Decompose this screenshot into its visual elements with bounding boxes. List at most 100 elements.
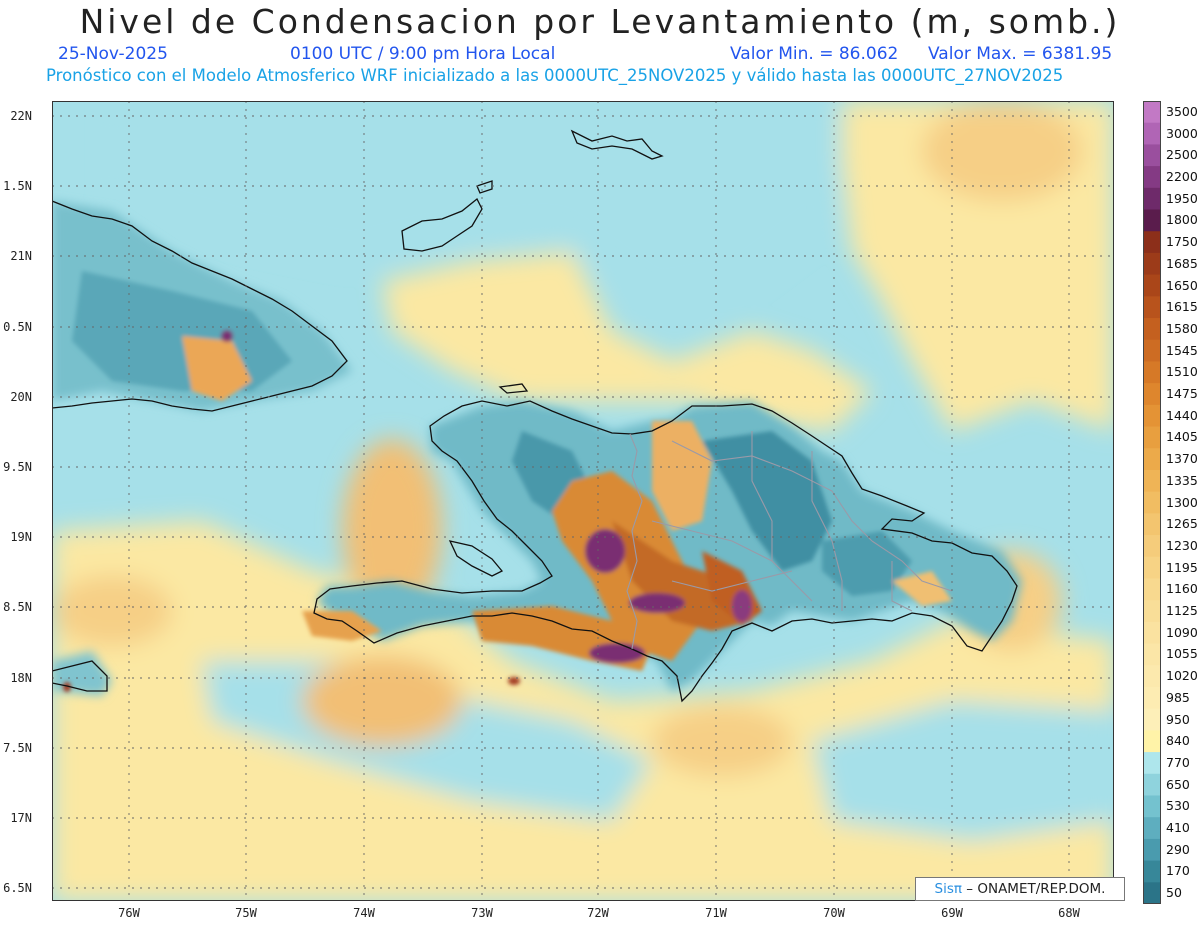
colorbar-label: 985 bbox=[1166, 689, 1190, 705]
colorbar-swatch bbox=[1143, 752, 1161, 775]
colorbar-label: 1750 bbox=[1166, 234, 1198, 250]
forecast-info: Pronóstico con el Modelo Atmosferico WRF… bbox=[46, 66, 1064, 85]
mountain-orange-7 bbox=[892, 571, 952, 606]
colorbar-swatch bbox=[1143, 361, 1161, 384]
colorbar-swatch bbox=[1143, 404, 1161, 428]
border-haiti-dr bbox=[626, 433, 643, 650]
mountain-orange-6 bbox=[302, 611, 382, 641]
colorbar-swatch bbox=[1143, 252, 1161, 276]
colorbar-label: 1160 bbox=[1166, 581, 1198, 597]
lon-label: 73W bbox=[471, 906, 493, 920]
province-line-3 bbox=[751, 431, 773, 561]
colorbar-swatch bbox=[1143, 383, 1161, 406]
colorbar-label: 290 bbox=[1166, 841, 1190, 857]
colorbar-swatch bbox=[1143, 860, 1161, 883]
max-value: Valor Max. = 6381.95 bbox=[928, 44, 1113, 64]
colorbar-label: 410 bbox=[1166, 820, 1190, 835]
colorbar-swatch bbox=[1143, 122, 1161, 145]
colorbar bbox=[1143, 101, 1161, 904]
lon-label: 69W bbox=[941, 906, 963, 920]
credit-text: – ONAMET/REP.DOM. bbox=[966, 881, 1106, 897]
colorbar-label: 1545 bbox=[1166, 342, 1198, 358]
sispi-logo: Sisπ bbox=[934, 881, 962, 897]
colorbar-label: 1090 bbox=[1166, 624, 1198, 640]
colorbar-label: 1195 bbox=[1166, 559, 1198, 575]
colorbar-label: 1510 bbox=[1166, 364, 1198, 380]
peak-red-2 bbox=[63, 682, 71, 692]
colorbar-swatch bbox=[1143, 838, 1161, 862]
colorbar-label: 840 bbox=[1166, 733, 1190, 749]
coast-gonave bbox=[448, 540, 504, 577]
colorbar-swatch bbox=[1143, 600, 1161, 623]
yellow-band-far-south bbox=[52, 761, 1114, 901]
colorbar-swatch bbox=[1143, 578, 1161, 601]
peak-red-1 bbox=[508, 677, 520, 685]
colorbar-swatch bbox=[1143, 535, 1161, 558]
colorbar-swatch bbox=[1143, 491, 1161, 514]
lat-label: 22N bbox=[10, 109, 32, 123]
mountain-orange-4 bbox=[652, 421, 712, 531]
colorbar-swatch bbox=[1143, 144, 1161, 167]
colorbar-swatch bbox=[1143, 231, 1161, 254]
colorbar-label: 1475 bbox=[1166, 386, 1198, 401]
colorbar-swatch bbox=[1143, 556, 1161, 580]
coast-inagua bbox=[401, 197, 483, 252]
colorbar-swatch bbox=[1143, 274, 1161, 297]
colorbar-label: 1055 bbox=[1166, 646, 1198, 662]
coast-caicos bbox=[570, 129, 664, 160]
province-line-7 bbox=[891, 561, 913, 612]
colorbar-swatch bbox=[1143, 101, 1161, 124]
colorbar-swatch bbox=[1143, 166, 1161, 189]
province-line-1 bbox=[671, 440, 873, 542]
lon-label: 75W bbox=[235, 906, 257, 920]
colorbar-label: 1685 bbox=[1166, 255, 1198, 271]
lon-label: 71W bbox=[705, 906, 727, 920]
colorbar-label: 1020 bbox=[1166, 668, 1198, 684]
lat-label: 9.5N bbox=[3, 460, 32, 474]
colorbar-label: 3500 bbox=[1166, 103, 1198, 119]
colorbar-label: 170 bbox=[1166, 863, 1190, 879]
colorbar-label: 950 bbox=[1166, 711, 1190, 727]
colorbar-swatch bbox=[1143, 469, 1161, 493]
peak-purple-4 bbox=[732, 590, 752, 622]
colorbar-swatch bbox=[1143, 209, 1161, 232]
colorbar-label: 1405 bbox=[1166, 429, 1198, 445]
colorbar-label: 1440 bbox=[1166, 407, 1198, 423]
colorbar-swatch bbox=[1143, 686, 1161, 710]
colorbar-swatch bbox=[1143, 773, 1161, 797]
peak-purple-1 bbox=[585, 529, 625, 573]
colorbar-swatch bbox=[1143, 882, 1161, 904]
colorbar-label: 1300 bbox=[1166, 494, 1198, 510]
colorbar-label: 1230 bbox=[1166, 537, 1198, 553]
teal-core-1 bbox=[702, 431, 832, 571]
coast-jamaica bbox=[52, 660, 108, 692]
lat-label: 6.5N bbox=[3, 881, 32, 895]
colorbar-swatch bbox=[1143, 339, 1161, 363]
lon-label: 72W bbox=[587, 906, 609, 920]
colorbar-label: 1800 bbox=[1166, 212, 1198, 228]
province-line-2 bbox=[651, 520, 813, 602]
colorbar-label: 1650 bbox=[1166, 277, 1198, 293]
lat-label: 19N bbox=[10, 530, 32, 544]
colorbar-label: 1950 bbox=[1166, 190, 1198, 206]
lon-label: 70W bbox=[823, 906, 845, 920]
min-value: Valor Min. = 86.062 bbox=[730, 44, 899, 64]
colorbar-swatch bbox=[1143, 318, 1161, 341]
lon-label: 76W bbox=[118, 906, 140, 920]
colorbar-swatch bbox=[1143, 665, 1161, 688]
lat-label: 7.5N bbox=[3, 741, 32, 755]
peak-purple-3 bbox=[589, 643, 645, 663]
colorbar-swatch bbox=[1143, 730, 1161, 753]
colorbar-label: 2200 bbox=[1166, 169, 1198, 184]
map-panel bbox=[52, 101, 1114, 901]
colorbar-label: 50 bbox=[1166, 885, 1182, 901]
map-title: Nivel de Condensacion por Levantamiento … bbox=[79, 2, 1121, 41]
colorbar-swatch bbox=[1143, 643, 1161, 666]
colorbar-swatch bbox=[1143, 448, 1161, 471]
coast-hispaniola bbox=[313, 400, 1018, 703]
orange-blob-sea-1 bbox=[302, 656, 462, 746]
colorbar-label: 770 bbox=[1166, 754, 1190, 770]
colorbar-label: 1580 bbox=[1166, 320, 1198, 336]
lon-label: 68W bbox=[1058, 906, 1080, 920]
coast-cuba bbox=[52, 200, 348, 412]
